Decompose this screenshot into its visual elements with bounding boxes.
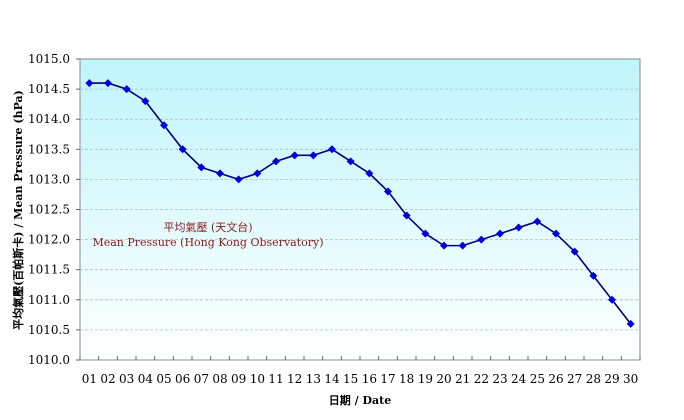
data-point-marker (234, 175, 243, 184)
x-tick-label: 18 (399, 372, 414, 386)
data-point-marker (160, 121, 168, 130)
x-tick-label: 16 (362, 372, 377, 386)
data-point-marker (589, 271, 598, 280)
data-point-marker (421, 229, 430, 238)
data-point-marker (309, 151, 318, 160)
x-tick-label: 22 (474, 372, 489, 386)
y-tick-label: 1014.0 (28, 112, 70, 126)
y-axis-title: 平均氣壓(百帕斯卡) / Mean Pressure (hPa) (11, 90, 25, 330)
annotation-zh: 平均氣壓 (天文台) (163, 220, 252, 234)
data-point-marker (122, 85, 131, 94)
data-point-marker (290, 151, 299, 160)
x-tick-label: 26 (548, 372, 563, 386)
y-tick-label: 1013.0 (28, 172, 70, 186)
x-axis-ticks: 01 02 03 04 05 06 07 08 09 10 11 12 13 14 15 16 17 18 19 20… (79, 356, 641, 386)
x-tick-label: 09 (231, 372, 246, 386)
data-point-marker (178, 145, 187, 154)
x-tick-label: 10 (250, 372, 265, 386)
data-point-marker (328, 145, 336, 154)
y-axis-ticks: 1010.0 1010.5 1011.0 1011.5 1012.0 1012.5 1013… (28, 52, 80, 367)
x-tick-label: 19 (418, 372, 433, 386)
x-tick-label: 08 (212, 372, 227, 386)
data-point-marker (458, 241, 467, 250)
data-point-marker (346, 157, 355, 166)
y-tick-label: 1015.0 (28, 52, 70, 66)
data-point-marker (384, 187, 392, 196)
data-point-marker (402, 211, 411, 220)
data-point-marker (440, 241, 448, 250)
y-tick-label: 1012.0 (28, 233, 70, 247)
y-tick-label: 1014.5 (28, 82, 70, 96)
data-point-marker (477, 235, 486, 244)
x-tick-label: 25 (530, 372, 545, 386)
data-point-marker (197, 163, 206, 172)
x-tick-label: 29 (604, 372, 619, 386)
series-markers (85, 79, 635, 328)
y-tick-label: 1012.5 (28, 203, 70, 217)
x-tick-label: 06 (175, 372, 190, 386)
x-tick-label: 27 (567, 372, 582, 386)
x-tick-label: 01 (82, 372, 97, 386)
x-tick-label: 03 (119, 372, 134, 386)
x-tick-label: 20 (436, 372, 451, 386)
x-axis-title: 日期 / Date (329, 393, 391, 407)
x-tick-label: 17 (380, 372, 395, 386)
data-point-marker (85, 79, 94, 88)
x-tick-label: 07 (194, 372, 209, 386)
x-tick-label: 21 (455, 372, 470, 386)
y-tick-label: 1011.0 (28, 293, 70, 307)
data-point-marker (570, 247, 579, 256)
y-tick-label: 1010.5 (28, 323, 70, 337)
gridlines (80, 88, 640, 331)
x-tick-label: 28 (586, 372, 601, 386)
x-tick-label: 24 (511, 372, 527, 386)
x-tick-label: 05 (156, 372, 171, 386)
y-tick-label: 1010.0 (28, 353, 70, 367)
x-tick-label: 13 (306, 372, 321, 386)
series-line (89, 82, 632, 325)
data-point-marker (365, 169, 374, 178)
x-tick-label: 14 (324, 372, 340, 386)
x-tick-label: 12 (287, 372, 302, 386)
data-point-marker (216, 169, 224, 178)
x-tick-label: 30 (623, 372, 638, 386)
y-tick-label: 1011.5 (28, 263, 70, 277)
x-tick-label: 02 (100, 372, 115, 386)
annotation-en: Mean Pressure (Hong Kong Observatory) (92, 236, 323, 249)
x-tick-label: 15 (343, 372, 358, 386)
data-point-marker (253, 169, 262, 178)
data-point-marker (141, 97, 150, 106)
data-point-marker (552, 229, 560, 238)
data-point-marker (272, 157, 280, 166)
data-point-marker (514, 223, 523, 232)
data-point-marker (104, 79, 112, 88)
data-point-marker (608, 295, 616, 304)
x-tick-label: 11 (268, 372, 283, 386)
data-point-marker (626, 319, 635, 328)
data-point-marker (496, 229, 504, 238)
y-tick-label: 1013.5 (28, 142, 70, 156)
x-tick-label: 23 (492, 372, 507, 386)
x-tick-label: 04 (138, 372, 154, 386)
data-point-marker (533, 217, 542, 226)
